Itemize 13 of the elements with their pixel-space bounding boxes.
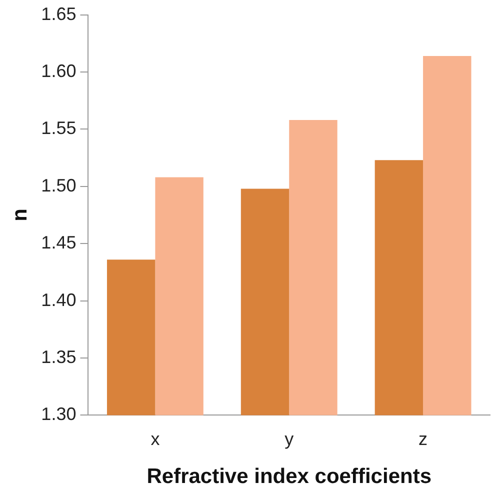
- y-tick-label: 1.45: [41, 232, 76, 253]
- y-tick-label: 1.55: [41, 118, 76, 138]
- y-tick-label: 1.35: [41, 346, 76, 367]
- y-tick-label: 1.65: [41, 4, 76, 24]
- x-axis-title: Refractive index coefficients: [146, 465, 432, 488]
- y-tick-label: 1.50: [41, 175, 76, 196]
- y-axis-title: n: [8, 208, 32, 222]
- y-tick-label: 1.30: [41, 404, 76, 424]
- x-tick-label: y: [284, 428, 294, 449]
- x-tick-label: z: [418, 428, 428, 449]
- x-tick-label: x: [150, 428, 160, 449]
- y-tick-label: 1.40: [41, 290, 76, 310]
- y-tick-label: 1.60: [41, 60, 76, 81]
